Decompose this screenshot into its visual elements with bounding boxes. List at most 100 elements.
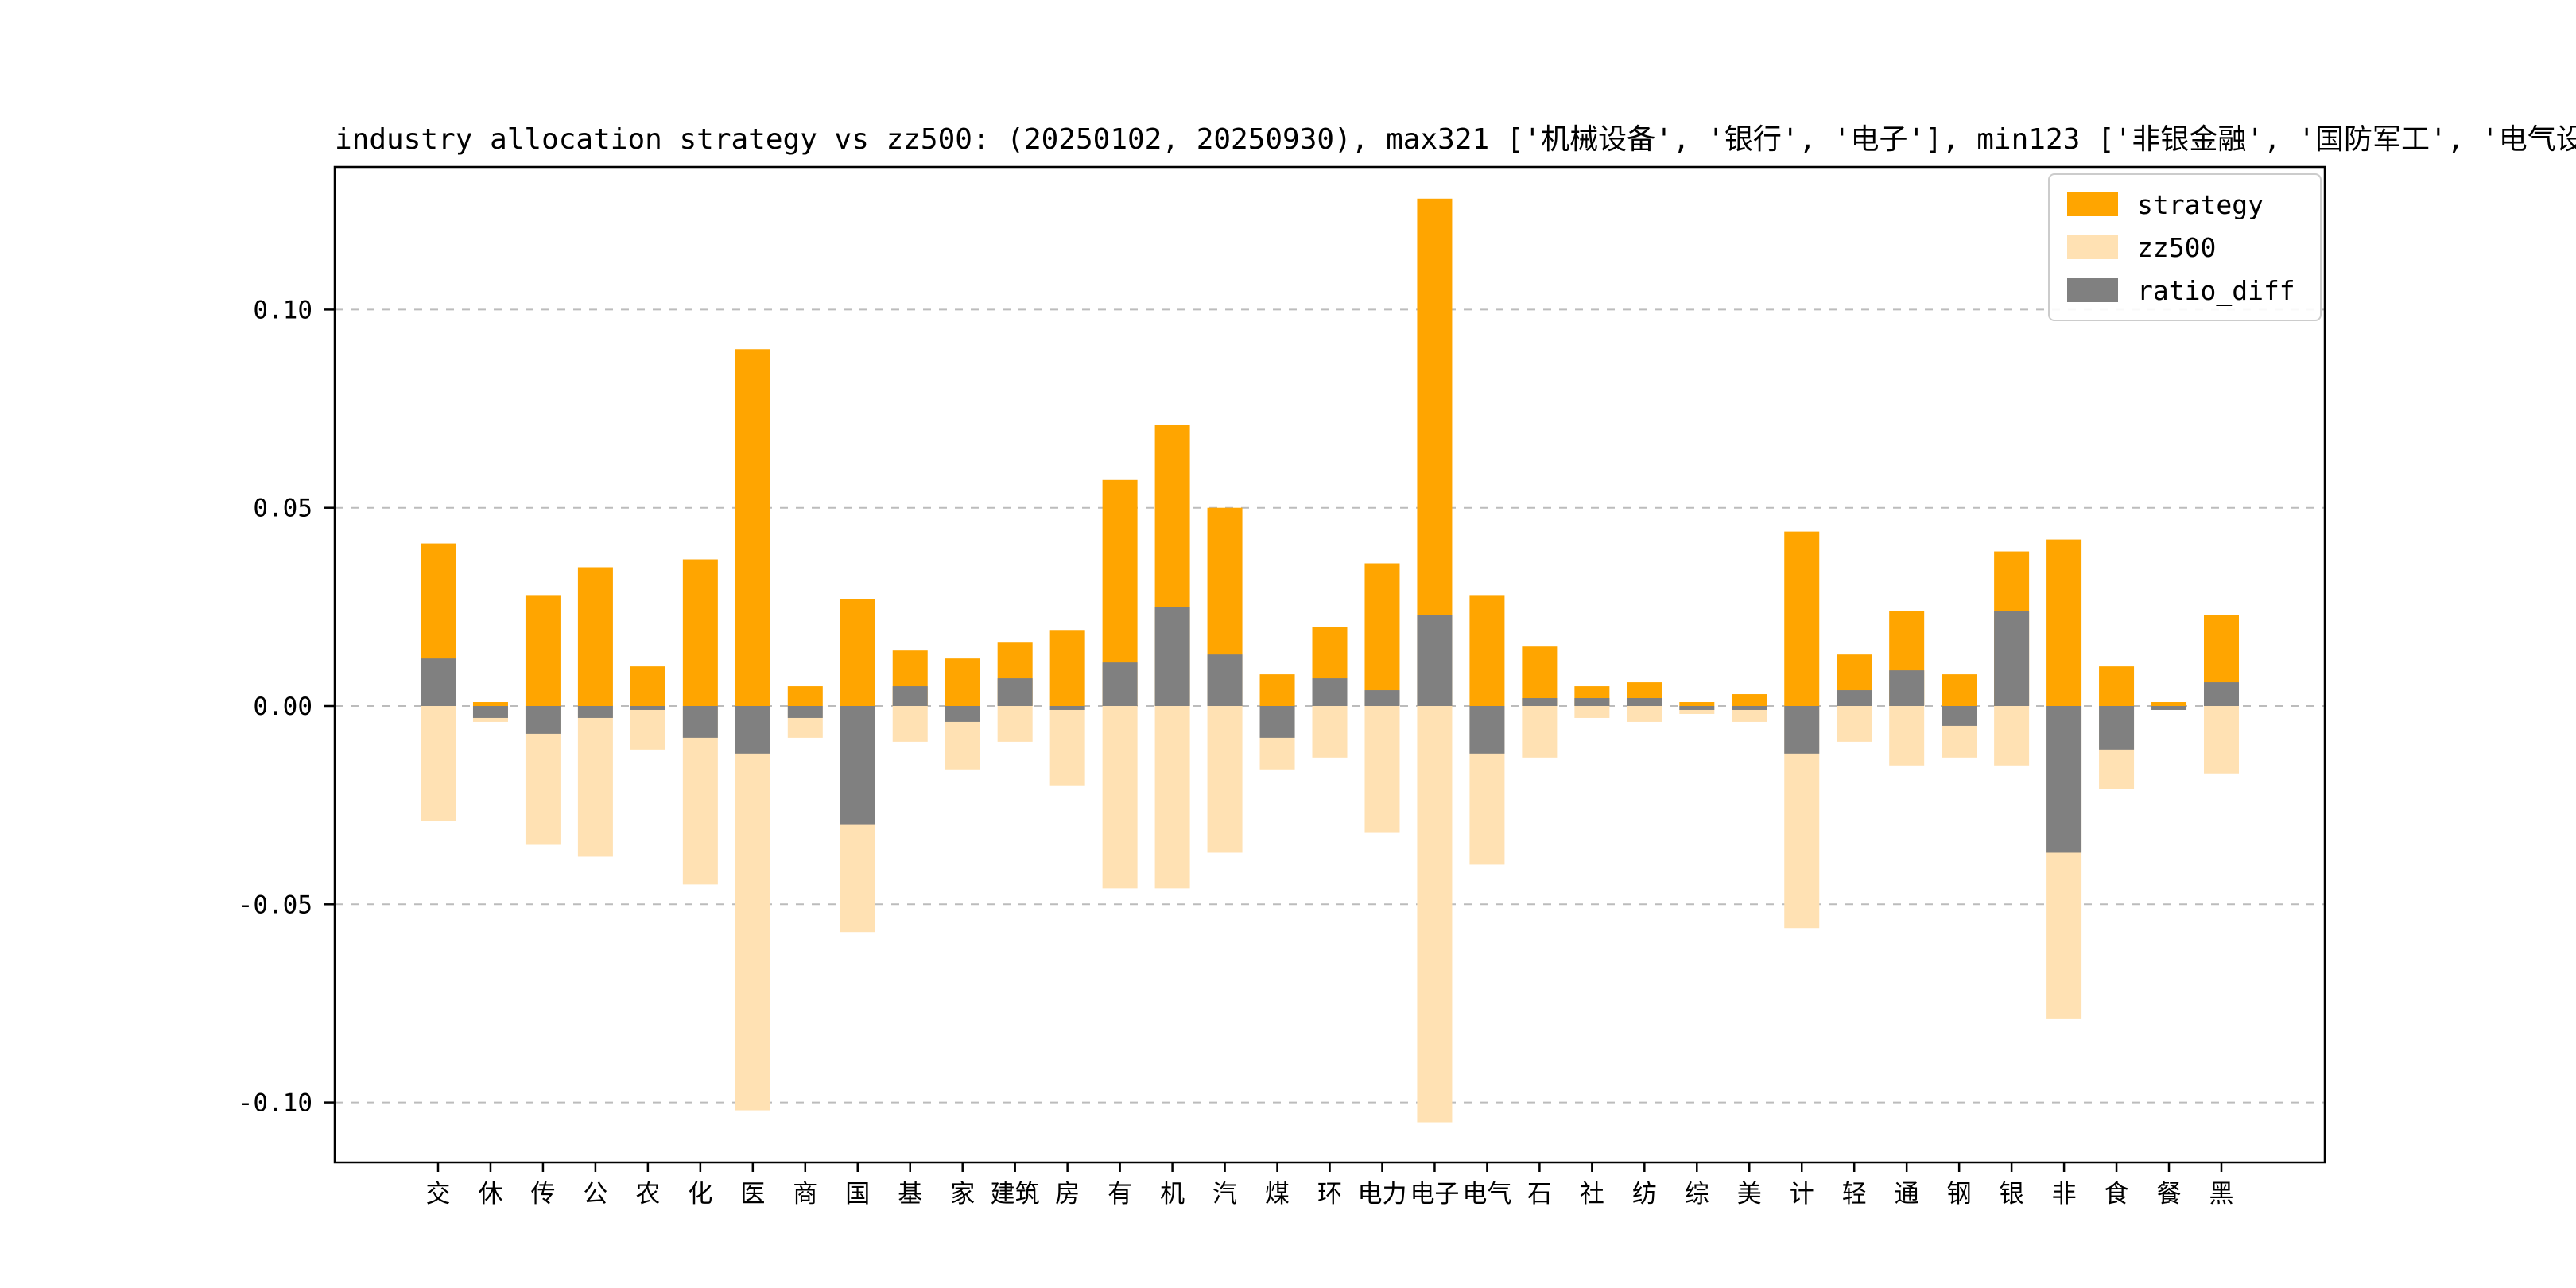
bar-ratio_diff xyxy=(421,658,456,706)
bar-ratio_diff xyxy=(1102,662,1138,706)
bar-zz500 xyxy=(1627,706,1662,722)
bar-strategy xyxy=(787,686,823,706)
bar-zz500 xyxy=(1574,706,1610,718)
x-tick-label: 国 xyxy=(845,1180,870,1208)
bar-ratio_diff xyxy=(1259,706,1295,738)
bar-zz500 xyxy=(1364,706,1400,833)
x-tick-label: 钢 xyxy=(1947,1180,1972,1208)
x-tick-label: 公 xyxy=(583,1180,607,1208)
bar-ratio_diff xyxy=(1889,670,1925,706)
bar-ratio_diff xyxy=(1522,698,1558,706)
legend-item-ratio-diff: ratio_diff xyxy=(2067,274,2302,307)
x-tick-label: 有 xyxy=(1108,1180,1132,1208)
x-tick-label: 纺 xyxy=(1632,1180,1657,1208)
bar-ratio_diff xyxy=(1837,690,1872,706)
bar-strategy xyxy=(1784,531,1820,706)
x-tick-label: 美 xyxy=(1737,1180,1762,1208)
bar-zz500 xyxy=(1154,706,1190,889)
legend: strategy zz500 ratio_diff xyxy=(2048,173,2322,321)
bar-ratio_diff xyxy=(2099,706,2135,750)
bar-strategy xyxy=(2046,539,2082,706)
bar-zz500 xyxy=(1312,706,1348,758)
bar-ratio_diff xyxy=(892,686,928,706)
x-tick-label: 综 xyxy=(1685,1180,1709,1208)
bar-strategy xyxy=(1732,694,1767,706)
bar-ratio_diff xyxy=(577,706,613,718)
x-tick-label: 汽 xyxy=(1212,1180,1237,1208)
bar-zz500 xyxy=(1522,706,1558,758)
bar-zz500 xyxy=(1994,706,2030,766)
x-tick-label: 社 xyxy=(1580,1180,1604,1208)
bar-strategy xyxy=(525,595,561,706)
zz500-swatch-icon xyxy=(2067,235,2118,259)
bar-zz500 xyxy=(1837,706,1872,742)
x-tick-label: 电力 xyxy=(1357,1180,1406,1208)
bar-ratio_diff xyxy=(1364,690,1400,706)
bar-ratio_diff xyxy=(1574,698,1610,706)
bar-ratio_diff xyxy=(1942,706,1977,726)
bar-strategy xyxy=(1259,674,1295,706)
bar-ratio_diff xyxy=(1994,611,2030,706)
x-tick-label: 餐 xyxy=(2157,1180,2182,1208)
bar-ratio_diff xyxy=(1417,615,1453,706)
bar-strategy xyxy=(577,567,613,706)
bar-ratio_diff xyxy=(1732,706,1767,710)
x-tick-label: 化 xyxy=(688,1180,712,1208)
x-tick-label: 黑 xyxy=(2209,1180,2234,1208)
bar-zz500 xyxy=(577,706,613,857)
x-tick-label: 房 xyxy=(1055,1180,1080,1208)
bar-zz500 xyxy=(1102,706,1138,889)
bar-zz500 xyxy=(997,706,1033,742)
x-tick-label: 基 xyxy=(898,1180,922,1208)
x-tick-label: 交 xyxy=(426,1180,451,1208)
bar-strategy xyxy=(1364,563,1400,706)
bar-ratio_diff xyxy=(1207,654,1243,706)
x-tick-label: 建筑 xyxy=(991,1180,1040,1208)
bar-strategy xyxy=(945,658,980,706)
bar-ratio_diff xyxy=(735,706,770,754)
bar-ratio_diff xyxy=(472,706,508,718)
bar-ratio_diff xyxy=(1154,607,1190,706)
bar-strategy xyxy=(735,349,770,706)
x-tick-label: 电气 xyxy=(1462,1180,1511,1208)
bar-ratio_diff xyxy=(1049,706,1085,710)
plot-border xyxy=(333,165,2326,1164)
bar-ratio_diff xyxy=(2204,682,2239,706)
bar-zz500 xyxy=(2204,706,2239,774)
bar-ratio_diff xyxy=(2046,706,2082,853)
x-tick-label: 电子 xyxy=(1410,1180,1459,1208)
x-tick-label: 银 xyxy=(2000,1180,2024,1208)
y-tick-label: 0.05 xyxy=(253,495,312,523)
ratio-diff-swatch-icon xyxy=(2067,278,2118,302)
legend-label-zz500: zz500 xyxy=(2137,231,2217,263)
x-tick-label: 轻 xyxy=(1842,1180,1867,1208)
bar-ratio_diff xyxy=(1469,706,1505,754)
y-tick-label: 0.10 xyxy=(253,296,312,324)
strategy-swatch-icon xyxy=(2067,192,2118,216)
x-tick-label: 通 xyxy=(1895,1180,1919,1208)
y-tick-label: -0.10 xyxy=(239,1089,312,1118)
bar-strategy xyxy=(2099,666,2135,706)
x-tick-label: 休 xyxy=(478,1180,502,1208)
x-tick-label: 家 xyxy=(950,1180,975,1208)
bar-strategy xyxy=(682,559,718,706)
bar-strategy xyxy=(1522,646,1558,706)
legend-item-strategy: strategy xyxy=(2067,188,2302,221)
x-tick-label: 医 xyxy=(740,1180,765,1208)
bar-strategy xyxy=(1049,630,1085,706)
bar-ratio_diff xyxy=(945,706,980,722)
bar-strategy xyxy=(840,599,875,706)
x-tick-label: 机 xyxy=(1160,1180,1185,1208)
bar-ratio_diff xyxy=(840,706,875,825)
bar-zz500 xyxy=(1417,706,1453,1123)
bar-strategy xyxy=(2151,702,2187,706)
bar-zz500 xyxy=(421,706,456,821)
bar-ratio_diff xyxy=(787,706,823,718)
legend-item-zz500: zz500 xyxy=(2067,231,2302,264)
bar-zz500 xyxy=(630,706,665,750)
bar-ratio_diff xyxy=(682,706,718,738)
bar-strategy xyxy=(1942,674,1977,706)
